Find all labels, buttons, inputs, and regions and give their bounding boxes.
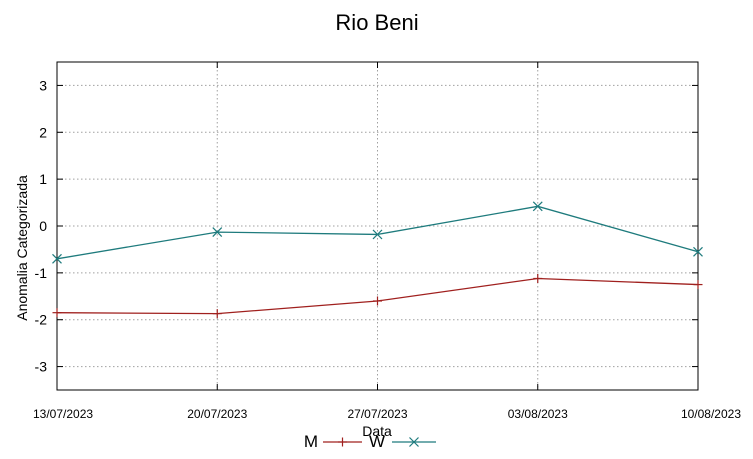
y-ticks: 3 2 1 0 -1 -2 -3 <box>35 77 698 375</box>
y-tick-label: -2 <box>35 312 48 328</box>
x-tick-label: 27/07/2023 <box>347 407 407 421</box>
x-axis-label: Data <box>362 423 392 439</box>
x-tick-label: 13/07/2023 <box>33 407 93 421</box>
marker-cross <box>372 229 383 240</box>
legend-entry-W: W <box>369 432 436 451</box>
y-tick-label: -1 <box>35 265 48 281</box>
legend-entry-M: M <box>304 432 362 451</box>
marker-cross <box>212 227 223 238</box>
series <box>52 201 703 319</box>
y-tick-label: -3 <box>35 359 48 375</box>
grid-lines <box>57 62 698 390</box>
y-tick-label: 0 <box>39 218 47 234</box>
series-line <box>56 277 699 315</box>
series-W <box>52 201 703 264</box>
series-M <box>52 273 703 319</box>
marker-cross <box>409 437 419 447</box>
y-axis-label: Anomalia Categorizada <box>14 175 30 321</box>
x-tick-label: 10/08/2023 <box>681 407 741 421</box>
x-tick-label: 03/08/2023 <box>508 407 568 421</box>
legend-label: M <box>304 432 318 451</box>
y-tick-label: 1 <box>39 171 47 187</box>
y-tick-label: 3 <box>39 77 47 93</box>
chart-title: Rio Beni <box>335 10 418 35</box>
marker-cross <box>693 246 703 257</box>
y-tick-label: 2 <box>39 124 47 140</box>
legend-label: W <box>369 432 385 451</box>
marker-cross <box>532 201 543 212</box>
marker-cross <box>52 253 62 264</box>
x-ticks: 13/07/2023 20/07/2023 27/07/2023 03/08/2023… <box>33 62 741 421</box>
x-tick-label: 20/07/2023 <box>187 407 247 421</box>
